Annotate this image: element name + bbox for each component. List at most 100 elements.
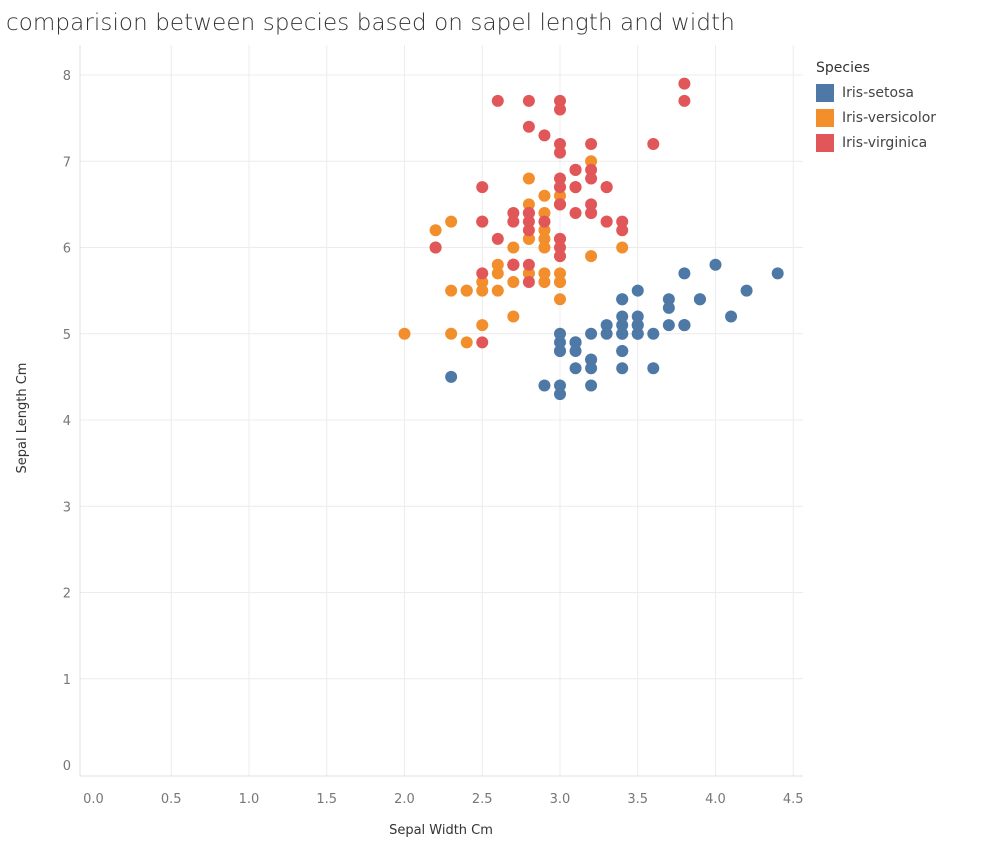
point-iris-setosa bbox=[554, 388, 566, 401]
point-iris-setosa bbox=[631, 284, 644, 297]
point-iris-virginica bbox=[554, 146, 566, 159]
point-iris-virginica bbox=[585, 207, 598, 219]
point-iris-versicolor bbox=[476, 276, 489, 288]
point-iris-virginica bbox=[585, 198, 598, 211]
point-iris-versicolor bbox=[522, 232, 535, 245]
legend-item[interactable]: Iris-setosa bbox=[816, 80, 936, 105]
point-iris-virginica bbox=[569, 163, 582, 176]
legend-label: Iris-virginica bbox=[842, 134, 928, 151]
point-iris-virginica bbox=[678, 94, 691, 107]
point-iris-setosa bbox=[662, 293, 675, 306]
point-iris-setosa bbox=[554, 327, 566, 340]
y-tick-label: 8 bbox=[63, 69, 71, 84]
point-iris-setosa bbox=[445, 370, 458, 383]
point-iris-setosa bbox=[662, 301, 675, 314]
point-iris-setosa bbox=[585, 362, 598, 375]
point-iris-versicolor bbox=[429, 224, 442, 237]
y-tick-labels: 0 1 2 3 4 5 6 7 8 bbox=[63, 69, 71, 774]
point-iris-virginica bbox=[569, 181, 582, 194]
point-iris-virginica bbox=[522, 120, 535, 133]
point-iris-virginica bbox=[585, 138, 598, 150]
point-iris-virginica bbox=[491, 232, 504, 245]
point-iris-versicolor bbox=[554, 189, 566, 202]
point-iris-setosa bbox=[616, 293, 629, 306]
point-iris-setosa bbox=[709, 258, 722, 271]
point-iris-versicolor bbox=[507, 310, 520, 323]
y-axis-title: Sepal Length Cm bbox=[15, 363, 30, 474]
point-iris-virginica bbox=[678, 77, 691, 90]
point-iris-setosa bbox=[554, 379, 566, 392]
x-tick-label: 1.0 bbox=[239, 792, 260, 807]
point-iris-virginica bbox=[476, 336, 489, 349]
x-tick-label: 3.0 bbox=[550, 792, 571, 807]
point-iris-setosa bbox=[678, 319, 691, 332]
point-iris-versicolor bbox=[476, 284, 489, 297]
point-iris-setosa bbox=[616, 319, 629, 332]
x-tick-label: 2.0 bbox=[394, 792, 415, 807]
x-tick-label: 3.5 bbox=[627, 792, 648, 807]
point-iris-virginica bbox=[507, 258, 520, 271]
x-tick-labels: 0.0 0.5 1.0 1.5 2.0 2.5 3.0 3.5 4.0 4.5 bbox=[83, 792, 803, 807]
point-iris-versicolor bbox=[538, 241, 551, 254]
point-iris-virginica bbox=[522, 224, 535, 237]
point-iris-virginica bbox=[554, 172, 566, 185]
point-iris-versicolor bbox=[538, 189, 551, 202]
point-iris-virginica bbox=[476, 181, 489, 194]
x-tick-label: 4.5 bbox=[783, 792, 804, 807]
point-iris-versicolor bbox=[445, 327, 458, 340]
point-iris-setosa bbox=[569, 345, 582, 357]
legend-item[interactable]: Iris-versicolor bbox=[816, 105, 936, 130]
point-iris-versicolor bbox=[554, 276, 566, 288]
point-iris-versicolor bbox=[445, 284, 458, 297]
legend: Species Iris-setosa Iris-versicolor Iris-v… bbox=[816, 60, 936, 155]
point-iris-versicolor bbox=[476, 319, 489, 332]
point-iris-versicolor bbox=[585, 250, 598, 263]
point-iris-versicolor bbox=[538, 232, 551, 245]
point-iris-setosa bbox=[600, 327, 613, 340]
y-tick-label: 7 bbox=[63, 155, 71, 170]
point-iris-virginica bbox=[569, 207, 582, 219]
x-tick-label: 0.5 bbox=[161, 792, 182, 807]
point-iris-setosa bbox=[631, 327, 644, 340]
point-iris-virginica bbox=[522, 94, 535, 107]
point-iris-versicolor bbox=[507, 276, 520, 288]
point-iris-setosa bbox=[569, 336, 582, 349]
point-iris-setosa bbox=[693, 293, 706, 306]
legend-swatch bbox=[816, 133, 834, 152]
point-iris-versicolor bbox=[538, 267, 551, 280]
y-tick-label: 6 bbox=[63, 242, 71, 257]
point-iris-setosa bbox=[585, 327, 598, 340]
point-iris-virginica bbox=[554, 250, 566, 263]
point-iris-versicolor bbox=[522, 172, 535, 185]
point-iris-setosa bbox=[678, 267, 691, 280]
point-iris-virginica bbox=[616, 224, 629, 237]
point-iris-virginica bbox=[554, 94, 566, 107]
grid bbox=[79, 45, 803, 777]
point-iris-setosa bbox=[569, 362, 582, 375]
point-iris-versicolor bbox=[616, 241, 629, 254]
point-iris-setosa bbox=[616, 345, 629, 357]
point-iris-setosa bbox=[662, 319, 675, 332]
point-iris-setosa bbox=[538, 379, 551, 392]
point-iris-virginica bbox=[522, 207, 535, 219]
legend-item[interactable]: Iris-virginica bbox=[816, 130, 936, 155]
point-iris-versicolor bbox=[491, 284, 504, 297]
point-iris-virginica bbox=[476, 267, 489, 280]
x-tick-label: 2.5 bbox=[472, 792, 493, 807]
point-iris-virginica bbox=[554, 138, 566, 150]
point-iris-versicolor bbox=[538, 207, 551, 219]
point-iris-versicolor bbox=[491, 258, 504, 271]
point-iris-virginica bbox=[554, 103, 566, 116]
x-tick-label: 1.5 bbox=[316, 792, 337, 807]
x-axis-title: Sepal Width Cm bbox=[389, 823, 493, 838]
legend-swatch bbox=[816, 108, 834, 127]
legend-label: Iris-versicolor bbox=[842, 109, 937, 126]
point-iris-versicolor bbox=[460, 284, 473, 297]
legend-items: Iris-setosa Iris-versicolor Iris-virginica bbox=[816, 80, 936, 155]
point-iris-versicolor bbox=[522, 267, 535, 280]
point-iris-virginica bbox=[600, 181, 613, 194]
point-iris-virginica bbox=[554, 181, 566, 194]
data-points bbox=[398, 77, 784, 401]
point-iris-versicolor bbox=[554, 267, 566, 280]
point-iris-setosa bbox=[554, 345, 566, 357]
